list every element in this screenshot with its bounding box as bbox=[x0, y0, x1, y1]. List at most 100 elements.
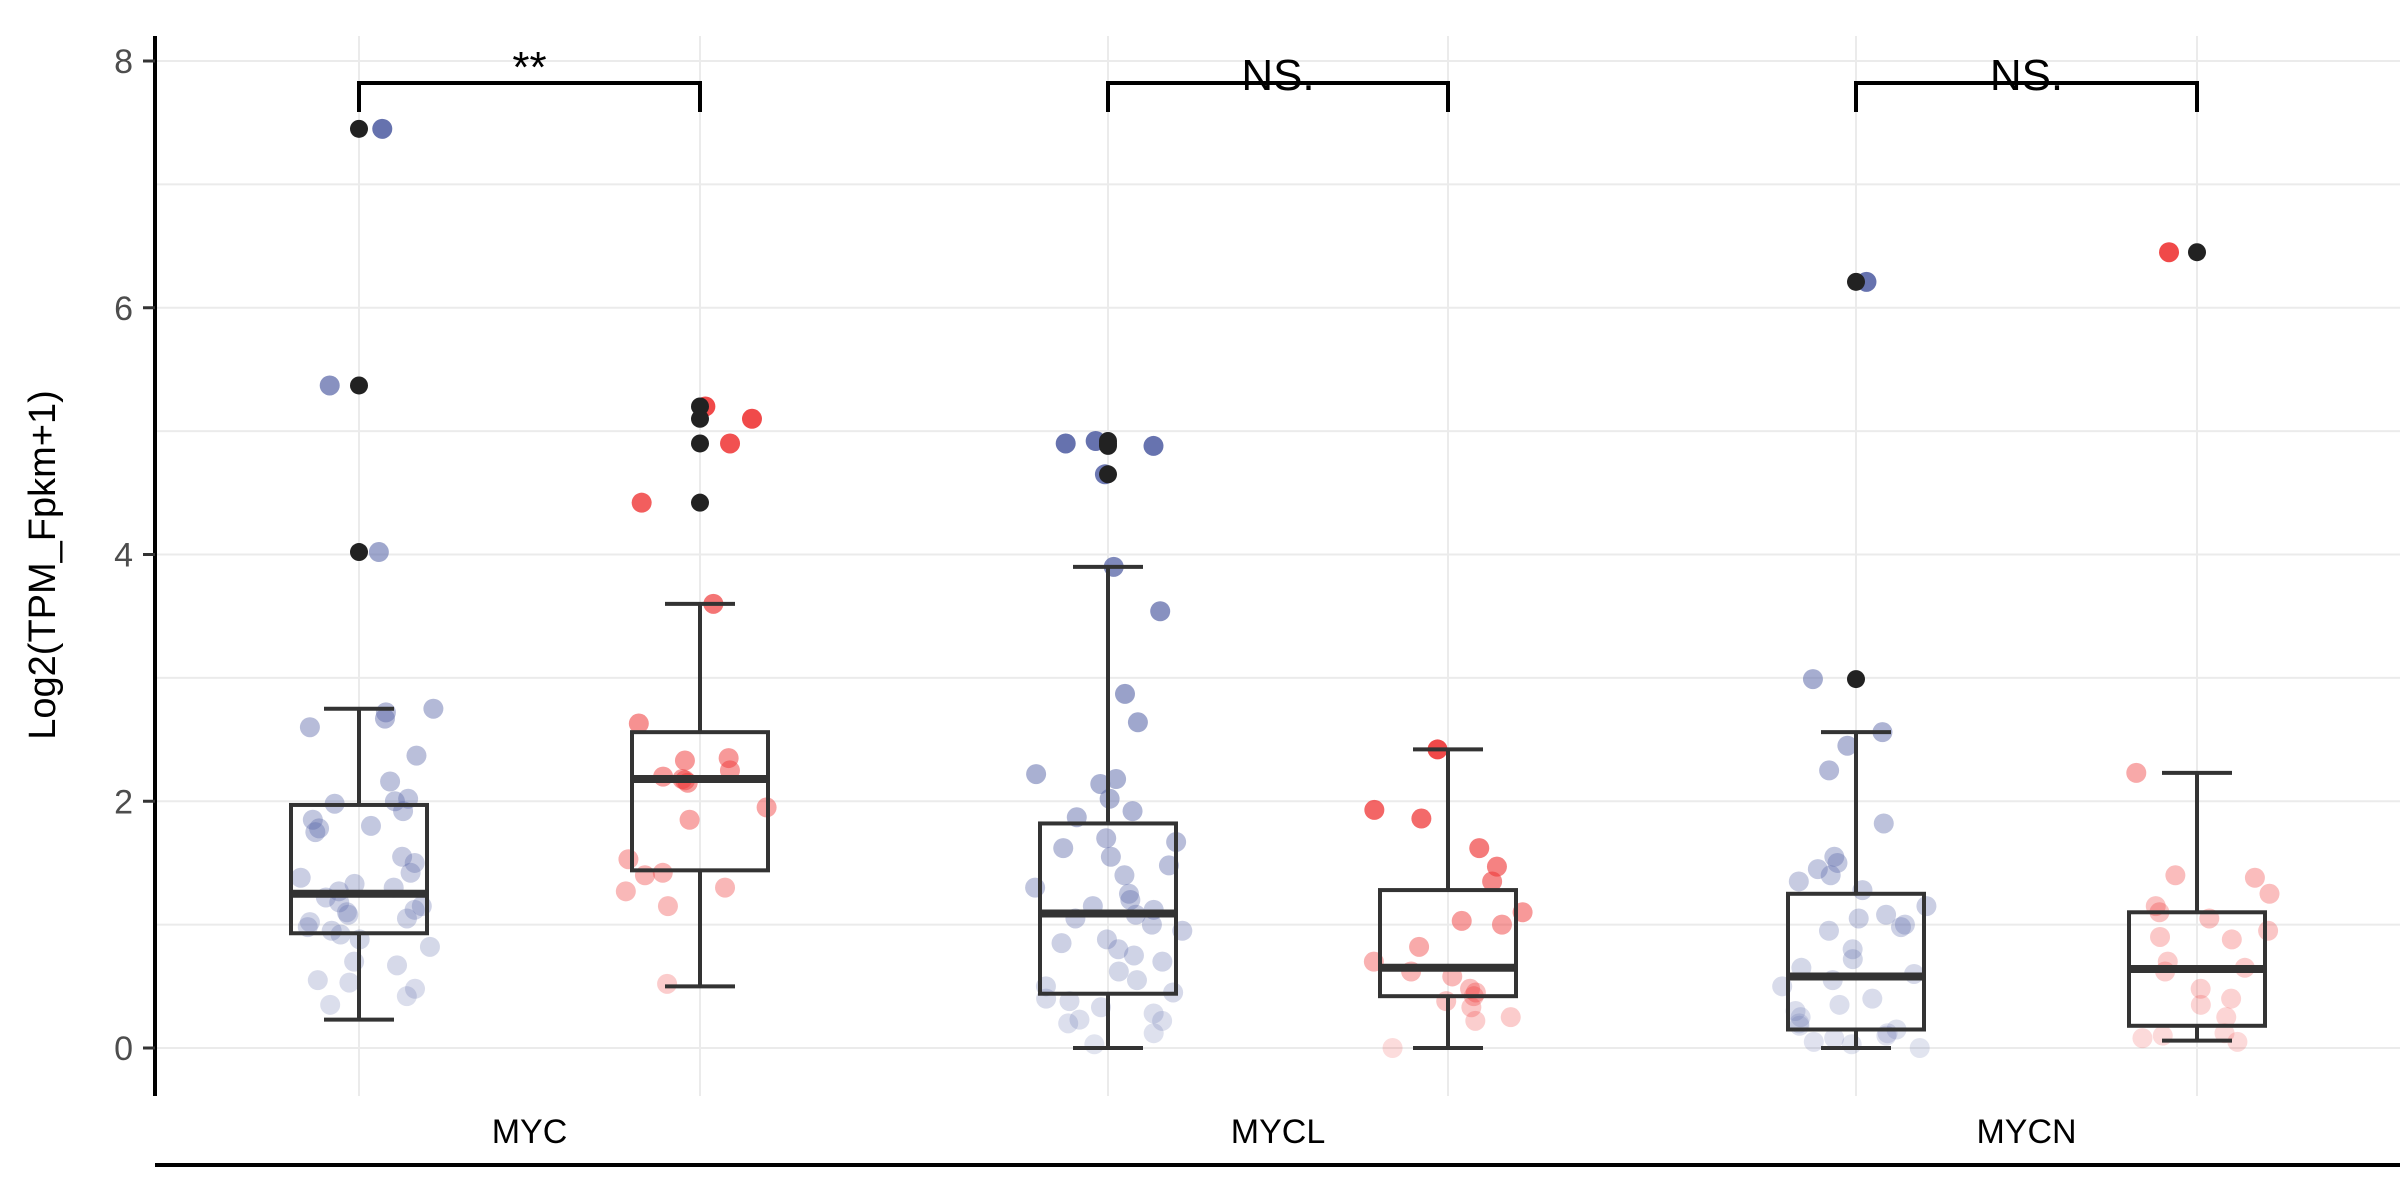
data-point bbox=[344, 873, 365, 894]
data-point bbox=[374, 708, 395, 729]
data-point bbox=[1364, 799, 1385, 820]
data-point bbox=[1127, 712, 1148, 733]
boxes bbox=[289, 564, 2267, 1050]
significance-label: ** bbox=[512, 43, 546, 92]
data-point bbox=[1916, 896, 1937, 917]
data-point bbox=[419, 936, 440, 957]
data-point bbox=[1891, 917, 1912, 938]
outliers bbox=[350, 119, 2206, 689]
data-point bbox=[299, 717, 320, 738]
data-point bbox=[339, 972, 360, 993]
significance-brackets: ** NS. NS. bbox=[357, 43, 2199, 112]
data-point bbox=[1873, 813, 1894, 834]
category-label: MYCL bbox=[1231, 1113, 1325, 1151]
data-point bbox=[344, 951, 365, 972]
outlier-point bbox=[691, 434, 709, 453]
category-label: MYCN bbox=[1976, 1113, 2076, 1151]
data-point bbox=[1084, 1034, 1105, 1055]
data-point bbox=[1150, 601, 1171, 622]
iqr-box bbox=[1378, 888, 1518, 999]
data-point bbox=[1842, 949, 1863, 970]
data-point bbox=[1802, 669, 1823, 690]
data-point bbox=[372, 118, 393, 139]
data-point bbox=[1141, 914, 1162, 935]
data-point bbox=[309, 818, 330, 839]
y-tick-label: 4 bbox=[114, 537, 133, 575]
data-point bbox=[741, 408, 762, 429]
data-point bbox=[1143, 435, 1164, 456]
data-point bbox=[305, 822, 326, 843]
data-point bbox=[2190, 978, 2211, 999]
data-point bbox=[1114, 865, 1135, 886]
data-point bbox=[679, 809, 700, 830]
data-point bbox=[2190, 994, 2211, 1015]
data-point bbox=[396, 908, 417, 929]
data-point bbox=[387, 955, 408, 976]
outlier-point bbox=[691, 409, 709, 428]
grid-layer bbox=[155, 36, 2400, 1096]
data-point bbox=[1026, 764, 1047, 785]
outlier-point bbox=[691, 493, 709, 512]
data-point bbox=[1152, 951, 1173, 972]
category-labels: MYC MYCL MYCN bbox=[492, 1113, 2077, 1151]
outlier-point bbox=[2188, 243, 2206, 262]
outlier-point bbox=[350, 119, 368, 138]
data-point bbox=[674, 750, 695, 771]
data-point bbox=[1152, 1010, 1173, 1031]
data-point bbox=[404, 852, 425, 873]
data-point bbox=[657, 896, 678, 917]
y-tick-labels: 0 2 4 6 8 bbox=[114, 43, 155, 1068]
data-point bbox=[720, 433, 741, 454]
data-point bbox=[406, 745, 427, 766]
data-point bbox=[1096, 828, 1117, 849]
data-point bbox=[2227, 1031, 2248, 1052]
data-point bbox=[1469, 838, 1490, 859]
data-point bbox=[1819, 760, 1840, 781]
iqr-box bbox=[1786, 891, 1926, 1032]
outlier-point bbox=[1099, 465, 1117, 484]
data-point bbox=[299, 912, 320, 933]
data-point bbox=[1461, 997, 1482, 1018]
data-point bbox=[319, 375, 340, 396]
significance-bracket bbox=[357, 81, 702, 112]
significance-label: NS. bbox=[1990, 51, 2063, 100]
data-point bbox=[404, 899, 425, 920]
data-point bbox=[2221, 988, 2242, 1009]
data-point bbox=[1053, 838, 1074, 859]
data-point bbox=[1820, 865, 1841, 886]
outlier-point bbox=[350, 543, 368, 562]
data-point bbox=[1114, 683, 1135, 704]
data-point bbox=[1158, 855, 1179, 876]
data-point bbox=[1059, 991, 1080, 1012]
data-point bbox=[1842, 939, 1863, 960]
data-point bbox=[1106, 769, 1127, 790]
y-axis-label: Log2(TPM_Fpkm+1) bbox=[22, 390, 64, 740]
data-point bbox=[1122, 801, 1143, 822]
data-point bbox=[2216, 1007, 2237, 1028]
data-point bbox=[336, 902, 357, 923]
data-point bbox=[1862, 988, 1883, 1009]
data-point bbox=[1848, 908, 1869, 929]
data-point bbox=[2244, 867, 2265, 888]
data-point bbox=[2152, 1025, 2173, 1046]
data-point bbox=[1837, 735, 1858, 756]
data-point bbox=[307, 970, 328, 991]
data-point bbox=[405, 978, 426, 999]
data-point bbox=[628, 713, 649, 734]
data-point bbox=[380, 771, 401, 792]
data-point bbox=[652, 862, 673, 883]
data-point bbox=[1909, 1038, 1930, 1058]
data-point bbox=[320, 994, 341, 1015]
data-point bbox=[2221, 929, 2242, 950]
data-point bbox=[360, 815, 381, 836]
data-point bbox=[338, 904, 359, 925]
data-point bbox=[2165, 865, 2186, 886]
y-tick-label: 2 bbox=[114, 783, 133, 821]
outlier-point bbox=[350, 376, 368, 395]
jitter-points bbox=[290, 118, 2280, 1058]
data-point bbox=[1790, 1007, 1811, 1028]
data-point bbox=[2259, 883, 2280, 904]
significance-bracket bbox=[1106, 81, 1450, 112]
data-point bbox=[1108, 961, 1129, 982]
